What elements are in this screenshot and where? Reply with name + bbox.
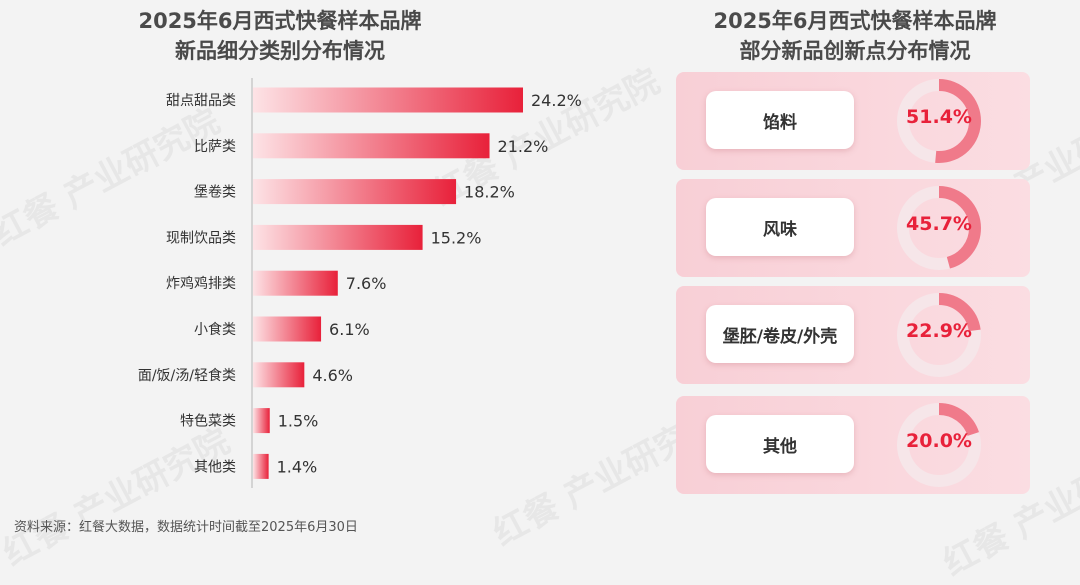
right-title-line-2: 部分新品创新点分布情况	[739, 39, 971, 63]
innovation-label: 堡胚/卷皮/外壳	[706, 305, 854, 363]
bar-value-label: 1.5%	[278, 412, 319, 431]
donut-ring	[897, 186, 981, 270]
category-label: 比萨类	[194, 139, 236, 155]
innovation-label: 风味	[706, 198, 854, 256]
bar-value-label: 1.4%	[277, 457, 318, 476]
category-label: 堡卷类	[194, 185, 236, 201]
innovation-label: 馅料	[706, 91, 854, 149]
bar	[253, 133, 490, 159]
category-label: 炸鸡鸡排类	[166, 275, 236, 292]
bar	[253, 179, 457, 205]
bar-value-label: 15.2%	[431, 228, 482, 247]
donut-ring	[897, 293, 981, 377]
bar	[253, 87, 523, 113]
bar	[253, 362, 305, 388]
category-label: 其他类	[194, 459, 236, 475]
left-chart-title: 2025年6月西式快餐样本品牌 新品细分类别分布情况	[90, 6, 470, 66]
donut-ring	[897, 79, 981, 163]
bar	[253, 224, 423, 250]
left-title-line-1: 2025年6月西式快餐样本品牌	[138, 9, 422, 33]
donut-slice	[897, 293, 981, 377]
bar-value-label: 24.2%	[531, 91, 582, 110]
category-label: 甜点甜品类	[166, 93, 236, 109]
category-label: 面/饭/汤/轻食类	[138, 367, 236, 384]
bar	[253, 270, 338, 296]
donut-value-label: 45.7%	[906, 213, 972, 235]
innovation-card: 风味 45.7%	[676, 179, 1030, 277]
bar-value-label: 21.2%	[498, 137, 549, 156]
category-label: 小食类	[194, 321, 236, 338]
donut-value-label: 22.9%	[906, 320, 972, 342]
donut-value-label: 51.4%	[906, 106, 972, 128]
innovation-label: 其他	[706, 415, 854, 473]
bar-value-label: 18.2%	[464, 183, 515, 202]
innovation-card: 其他 20.0%	[676, 396, 1030, 494]
bar-chart: 甜点甜品类 24.2% 比萨类 21.2% 堡卷类 18.2% 现制饮品类 15.2% 炸鸡鸡排…	[138, 78, 582, 488]
right-chart-title: 2025年6月西式快餐样本品牌 部分新品创新点分布情况	[660, 6, 1050, 66]
innovation-card: 馅料 51.4%	[676, 72, 1030, 170]
category-label: 现制饮品类	[166, 230, 236, 246]
left-title-line-2: 新品细分类别分布情况	[175, 39, 385, 63]
bar-value-label: 6.1%	[329, 320, 370, 339]
donut-slice	[897, 79, 981, 163]
innovation-card: 堡胚/卷皮/外壳 22.9%	[676, 286, 1030, 384]
donut-ring	[897, 403, 981, 487]
bar-value-label: 7.6%	[346, 274, 387, 293]
donut-value-label: 20.0%	[906, 430, 972, 452]
donut-slice	[897, 186, 981, 270]
bar	[253, 316, 322, 342]
bar-value-label: 4.6%	[312, 366, 353, 385]
right-title-line-1: 2025年6月西式快餐样本品牌	[713, 9, 997, 33]
bar	[253, 453, 269, 479]
bar	[253, 408, 270, 434]
donut-slice	[897, 403, 981, 487]
category-label: 特色菜类	[180, 413, 236, 430]
source-note: 资料来源：红餐大数据，数据统计时间截至2025年6月30日	[14, 520, 358, 535]
